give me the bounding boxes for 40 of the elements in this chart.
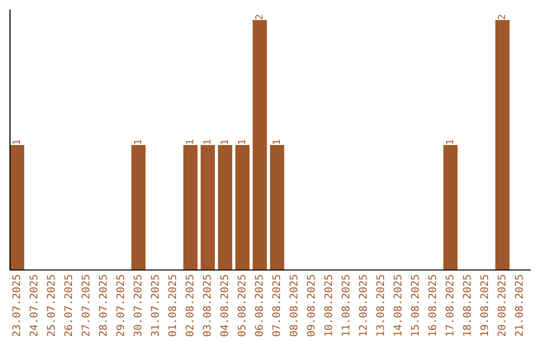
- x-tick-label: 11.08.2025: [342, 275, 350, 336]
- x-tick-label: 03.08.2025: [202, 275, 211, 336]
- data-label: 1: [12, 140, 20, 144]
- x-tick-label: 13.08.2025: [376, 275, 384, 336]
- data-label: 1: [134, 140, 142, 144]
- x-tick-label: 16.08.2025: [428, 275, 436, 336]
- x-tick-label: 27.07.2025: [82, 275, 90, 336]
- x-tick-label: 20.08.2025: [498, 275, 506, 336]
- x-tick-label: 17.08.2025: [446, 275, 454, 336]
- data-label: 1: [238, 140, 246, 144]
- x-tick-label: 19.08.2025: [480, 275, 488, 336]
- data-label: 1: [186, 140, 194, 144]
- x-tick-label: 02.08.2025: [186, 275, 194, 336]
- data-label: 1: [446, 140, 454, 144]
- x-tick-label: 15.08.2025: [410, 275, 419, 336]
- x-tick-label: 23.07.2025: [12, 275, 20, 336]
- x-tick-label: 26.07.2025: [64, 275, 72, 336]
- x-tick-label: 18.08.2025: [462, 275, 471, 336]
- x-tick-label: 12.08.2025: [358, 275, 367, 336]
- x-tick-label: 31.07.2025: [150, 275, 159, 336]
- data-label: 1: [203, 140, 210, 144]
- x-tick-label: 09.08.2025: [306, 275, 315, 336]
- x-tick-label: 06.08.2025: [254, 275, 263, 336]
- data-label: 2: [255, 14, 262, 20]
- x-tick-label: 21.08.2025: [514, 275, 523, 336]
- x-tick-label: 01.08.2025: [168, 275, 176, 336]
- x-tick-label: 10.08.2025: [324, 275, 332, 336]
- x-tick-label: 25.07.2025: [46, 275, 55, 336]
- x-tick-label: 30.07.2025: [134, 275, 142, 336]
- x-tick-label: 28.07.2025: [98, 275, 107, 336]
- data-label: 2: [498, 14, 506, 20]
- x-tick-label: 07.08.2025: [272, 275, 280, 336]
- x-tick-label: 29.07.2025: [116, 275, 124, 336]
- data-label: 1: [220, 140, 228, 144]
- data-label: 1: [272, 140, 280, 144]
- x-tick-label: 24.07.2025: [30, 275, 38, 336]
- x-tick-label: 05.08.2025: [238, 275, 246, 336]
- x-tick-label: 04.08.2025: [220, 275, 228, 336]
- x-tick-label: 14.08.2025: [394, 275, 402, 336]
- x-tick-label: 08.08.2025: [290, 275, 298, 336]
